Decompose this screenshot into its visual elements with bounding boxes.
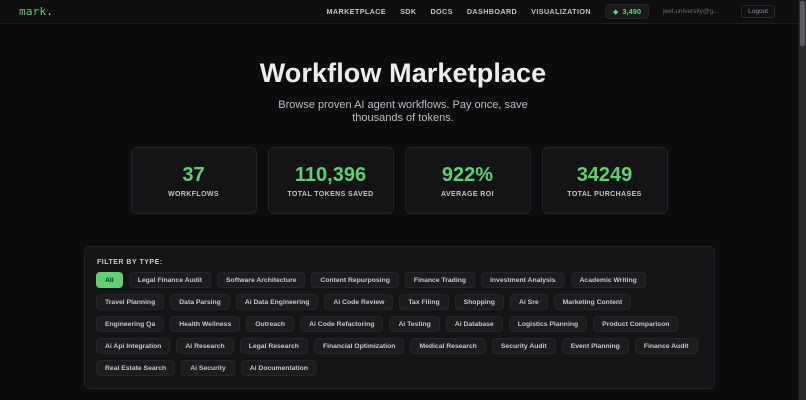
nav-link-sdk[interactable]: SDK bbox=[400, 7, 417, 16]
stat-label: WORKFLOWS bbox=[167, 190, 220, 198]
filter-chip-engineering-qa[interactable]: Engineering Qa bbox=[96, 316, 165, 332]
stat-card-tokens-saved: 110,396 TOTAL TOKENS SAVED bbox=[267, 147, 394, 214]
stat-label: TOTAL TOKENS SAVED bbox=[287, 190, 374, 198]
logout-button[interactable]: Logout bbox=[741, 5, 775, 18]
page-subtitle: Browse proven AI agent workflows. Pay on… bbox=[278, 99, 528, 124]
nav-link-dashboard[interactable]: DASHBOARD bbox=[466, 7, 518, 16]
filter-chip-security-audit[interactable]: Security Audit bbox=[491, 338, 556, 354]
filter-chip-ai-testing[interactable]: Ai Testing bbox=[389, 316, 440, 332]
filter-chip-outreach[interactable]: Outreach bbox=[246, 316, 295, 332]
stat-card-total-purchases: 34249 TOTAL PURCHASES bbox=[541, 147, 668, 214]
filter-chip-ai-documentation[interactable]: Ai Documentation bbox=[240, 360, 317, 376]
filter-chip-marketing-content[interactable]: Marketing Content bbox=[553, 294, 632, 310]
filter-panel: FILTER BY TYPE: All Legal Finance Audit So… bbox=[84, 246, 715, 389]
filter-chip-event-planning[interactable]: Event Planning bbox=[561, 338, 629, 354]
filter-chip-data-parsing[interactable]: Data Parsing bbox=[170, 294, 230, 310]
filter-chip-ai-api-integration[interactable]: Ai Api Integration bbox=[96, 338, 171, 354]
filter-chip-ai-code-refactoring[interactable]: Ai Code Refactoring bbox=[300, 316, 384, 332]
stat-card-workflows: 37 WORKFLOWS bbox=[130, 147, 257, 214]
filter-chip-travel-planning[interactable]: Travel Planning bbox=[96, 294, 165, 310]
logo-dot: . bbox=[46, 5, 54, 18]
filter-chip-academic-writing[interactable]: Academic Writing bbox=[570, 272, 646, 288]
stat-label: TOTAL PURCHASES bbox=[567, 190, 642, 198]
scrollbar[interactable] bbox=[798, 0, 806, 400]
nav-links: MARKETPLACE SDK DOCS DASHBOARD VISUALIZA… bbox=[327, 4, 787, 19]
filter-chip-finance-audit[interactable]: Finance Audit bbox=[634, 338, 698, 354]
stat-value: 922% bbox=[441, 163, 494, 186]
filter-chip-ai-security[interactable]: Ai Security bbox=[181, 360, 235, 376]
nav-link-visualization[interactable]: VISUALIZATION bbox=[531, 7, 591, 16]
stat-label: AVERAGE ROI bbox=[441, 190, 494, 198]
filter-chip-ai-data-engineering[interactable]: Ai Data Engineering bbox=[235, 294, 319, 310]
stat-value: 34249 bbox=[576, 163, 633, 186]
filter-chips: All Legal Finance Audit Software Architect… bbox=[96, 272, 703, 376]
filter-chip-software-architecture[interactable]: Software Architecture bbox=[217, 272, 306, 288]
filter-chip-legal-finance-audit[interactable]: Legal Finance Audit bbox=[128, 272, 212, 288]
credits-badge[interactable]: ◆ 3,490 bbox=[604, 4, 650, 19]
stat-value: 37 bbox=[182, 163, 205, 186]
filter-chip-financial-optimization[interactable]: Financial Optimization bbox=[313, 338, 405, 354]
filter-chip-real-estate-search[interactable]: Real Estate Search bbox=[96, 360, 176, 376]
credits-value: 3,490 bbox=[622, 7, 642, 16]
filter-chip-ai-research[interactable]: Ai Research bbox=[176, 338, 234, 354]
filter-chip-investment-analysis[interactable]: Investment Analysis bbox=[481, 272, 565, 288]
filter-chip-tax-filing[interactable]: Tax Filing bbox=[399, 294, 449, 310]
scrollbar-thumb[interactable] bbox=[800, 1, 805, 46]
page-title: Workflow Marketplace bbox=[259, 58, 547, 88]
filter-chip-ai-code-review[interactable]: Ai Code Review bbox=[324, 294, 394, 310]
filter-chip-health-wellness[interactable]: Health Wellness bbox=[170, 316, 241, 332]
filter-chip-ai-sre[interactable]: Ai Sre bbox=[509, 294, 548, 310]
filter-chip-ai-database[interactable]: Ai Database bbox=[445, 316, 503, 332]
hero: Workflow Marketplace Browse proven AI ag… bbox=[0, 58, 806, 125]
stat-value: 110,396 bbox=[294, 163, 367, 186]
filter-chip-medical-research[interactable]: Medical Research bbox=[410, 338, 486, 354]
filter-chip-finance-trading[interactable]: Finance Trading bbox=[404, 272, 476, 288]
logo[interactable]: mark. bbox=[19, 5, 53, 18]
filter-chip-shopping[interactable]: Shopping bbox=[454, 294, 504, 310]
nav-link-docs[interactable]: DOCS bbox=[430, 7, 453, 16]
stat-card-average-roi: 922% AVERAGE ROI bbox=[404, 147, 531, 214]
top-nav: mark. MARKETPLACE SDK DOCS DASHBOARD VIS… bbox=[0, 0, 806, 24]
diamond-icon: ◆ bbox=[612, 8, 619, 16]
filter-label: FILTER BY TYPE: bbox=[97, 259, 163, 266]
nav-link-marketplace[interactable]: MARKETPLACE bbox=[326, 7, 387, 16]
filter-chip-logistics-planning[interactable]: Logistics Planning bbox=[508, 316, 588, 332]
logo-text: mark bbox=[19, 5, 47, 18]
stats-row: 37 WORKFLOWS 110,396 TOTAL TOKENS SAVED … bbox=[0, 147, 798, 214]
filter-chip-content-repurposing[interactable]: Content Repurposing bbox=[311, 272, 399, 288]
user-email: jeet.university@g... bbox=[663, 8, 719, 15]
filter-chip-legal-research[interactable]: Legal Research bbox=[239, 338, 308, 354]
filter-chip-product-comparison[interactable]: Product Comparison bbox=[593, 316, 679, 332]
filter-chip-all[interactable]: All bbox=[96, 272, 123, 288]
